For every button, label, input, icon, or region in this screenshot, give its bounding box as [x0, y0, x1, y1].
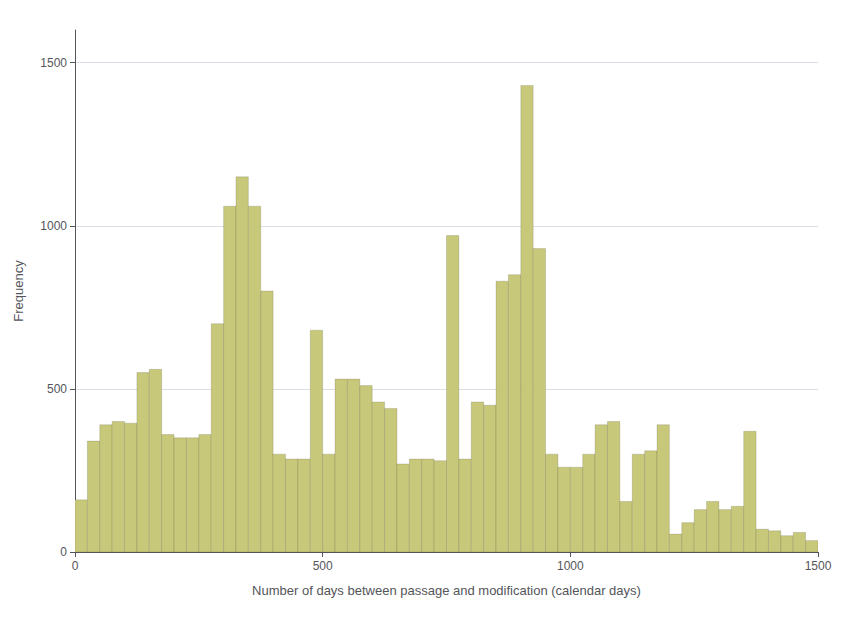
svg-text:1000: 1000 [40, 219, 67, 233]
svg-text:500: 500 [313, 559, 333, 573]
svg-text:500: 500 [47, 382, 67, 396]
svg-text:1000: 1000 [557, 559, 584, 573]
svg-text:0: 0 [60, 545, 67, 559]
svg-text:Number of days between passage: Number of days between passage and modif… [252, 583, 641, 598]
svg-text:1500: 1500 [805, 559, 832, 573]
svg-text:1500: 1500 [40, 56, 67, 70]
svg-text:0: 0 [72, 559, 79, 573]
svg-text:Frequency: Frequency [11, 260, 26, 322]
